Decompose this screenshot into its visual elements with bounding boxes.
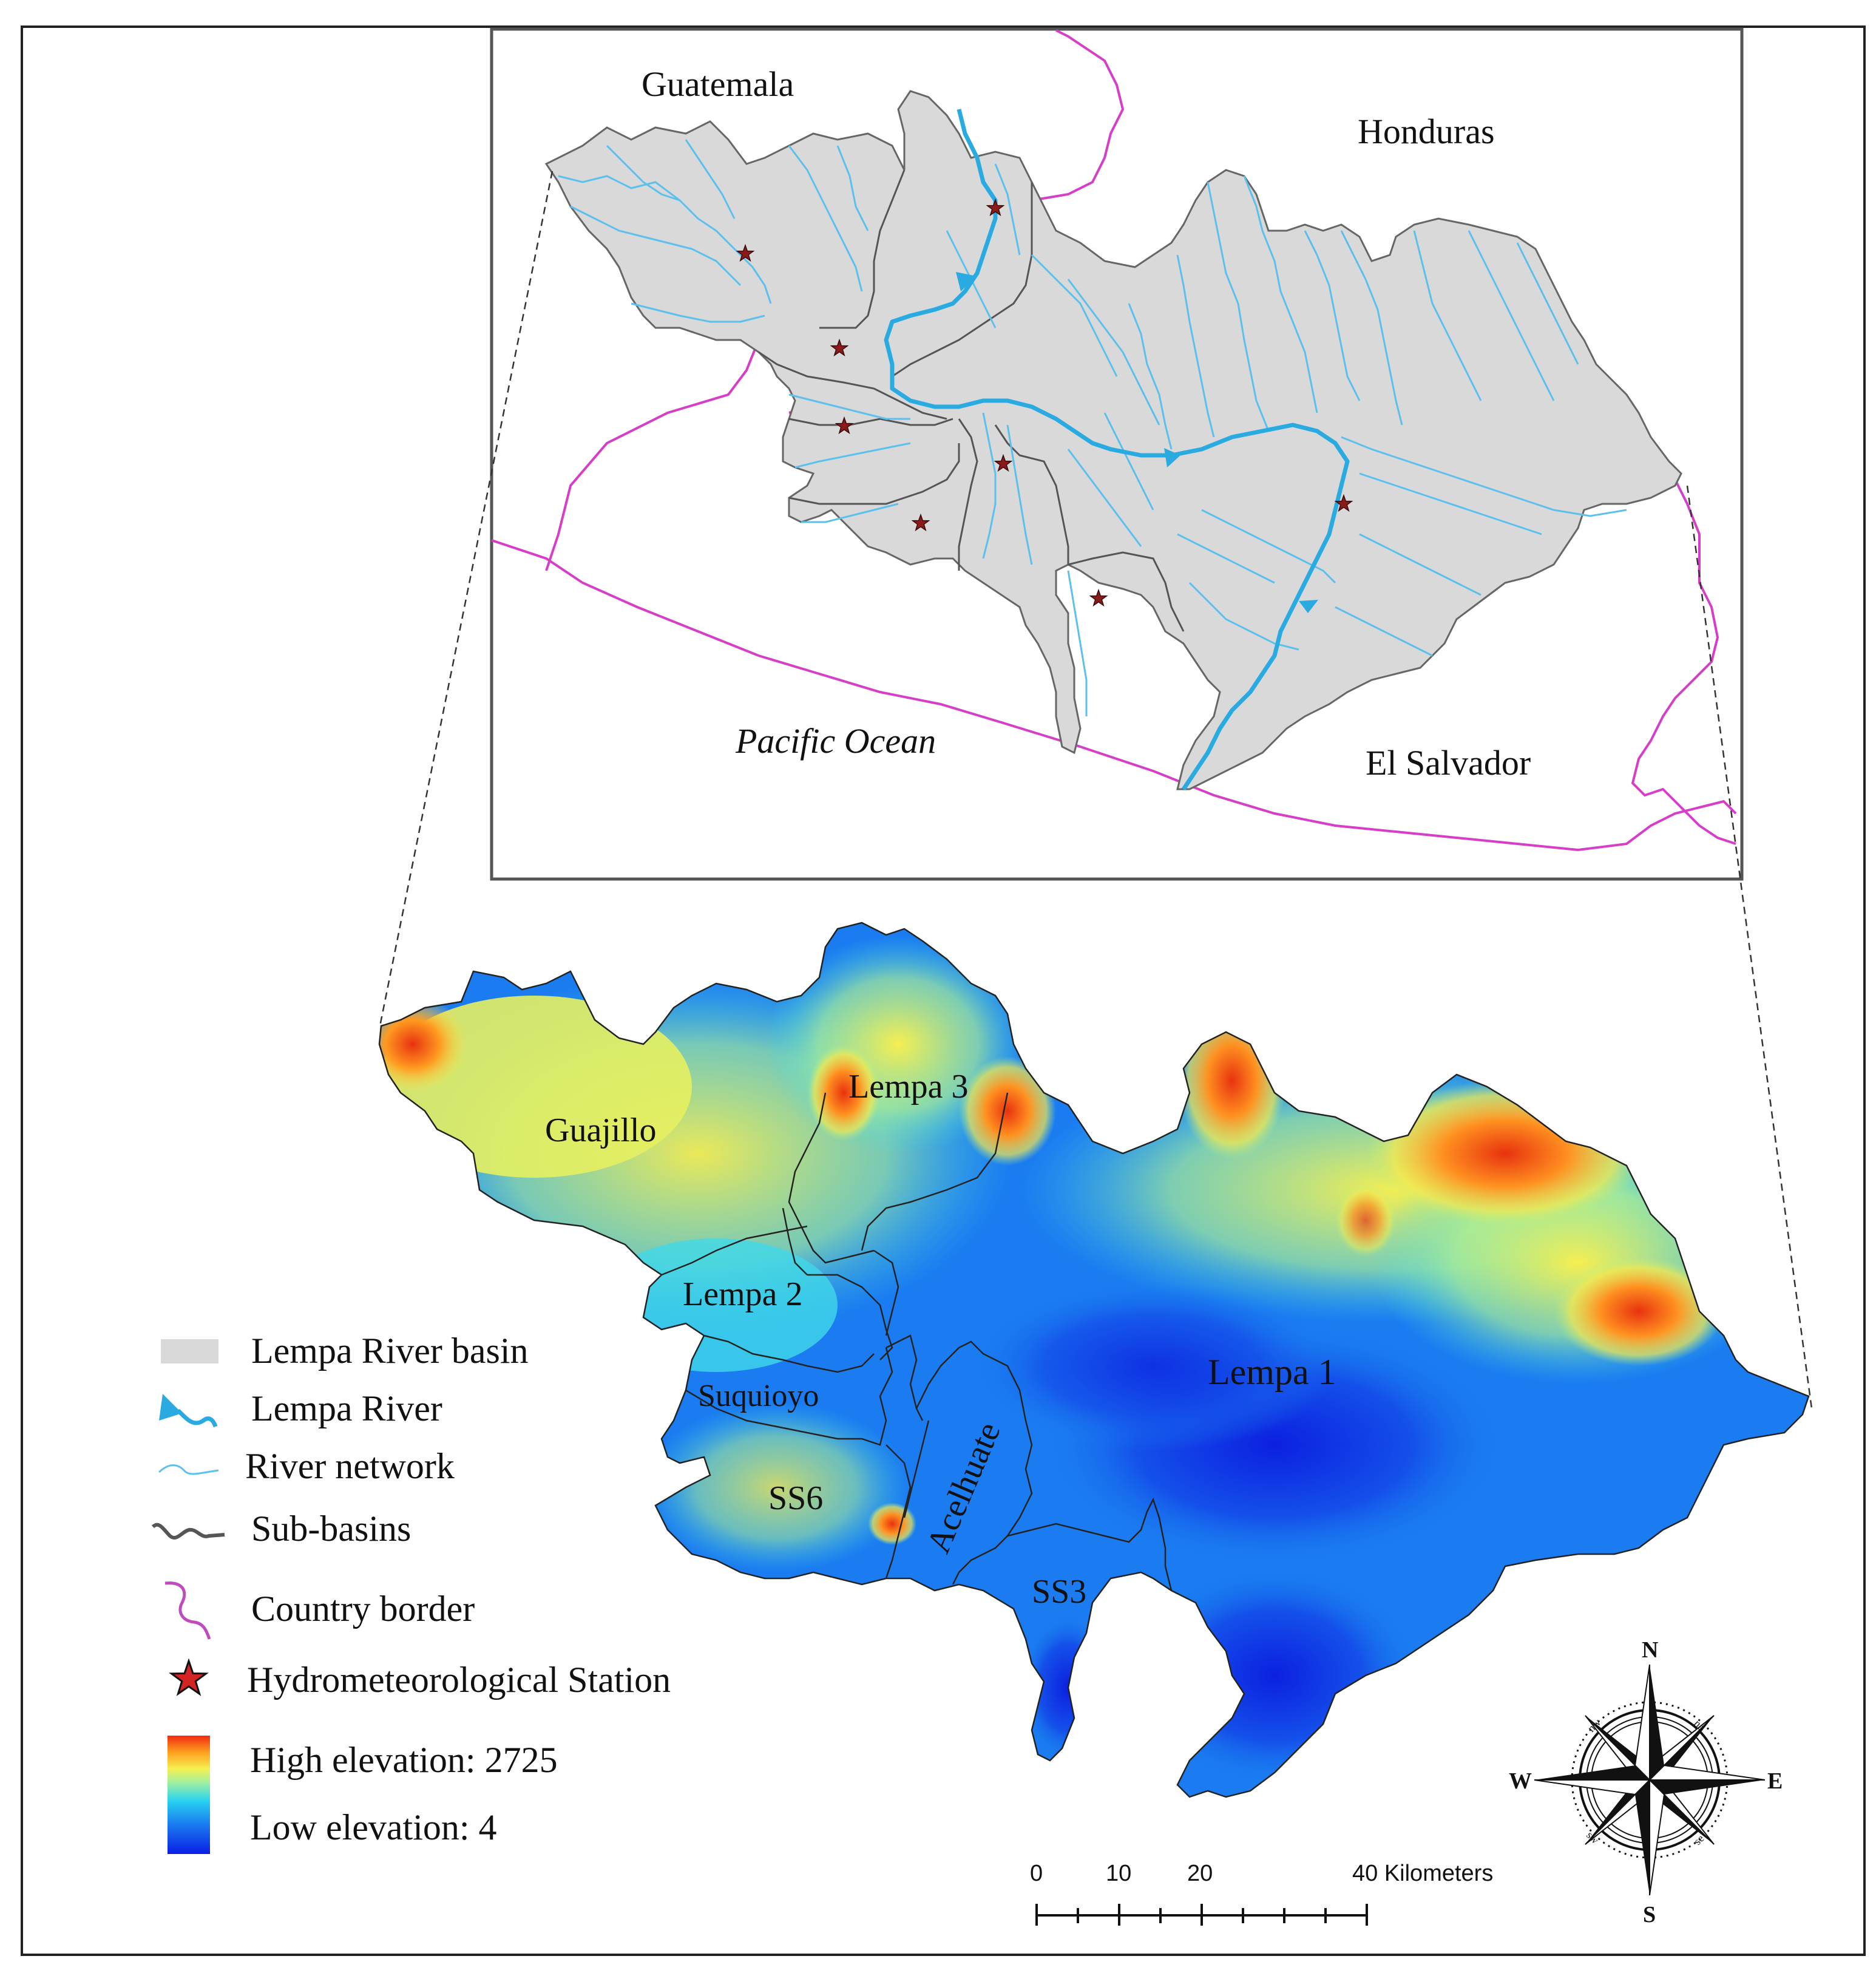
outer-frame (21, 25, 1866, 1956)
station-star-8 (1334, 494, 1353, 512)
subbasin-label-ss3: SS3 (1032, 1573, 1086, 1611)
compass-rose: N S E W nw ne sw se (1509, 1637, 1783, 1927)
legend-river-icon (159, 1394, 218, 1428)
scale-tick-0: 0 (1030, 1861, 1043, 1886)
zoom-lines (379, 171, 1813, 1409)
compass-points-cardinal (1534, 1664, 1766, 1896)
legend-station-label: Hydrometeorological Station (247, 1660, 671, 1700)
lempa-basin-inset (544, 90, 1682, 790)
compass-points-diagonal (1585, 1715, 1715, 1845)
elevation-subbasins (661, 1092, 1173, 1591)
inset-subbasins (758, 169, 1185, 632)
inset-lempa-river (884, 109, 1350, 790)
station-star-4 (835, 416, 854, 435)
label-guatemala: Guatemala (642, 64, 794, 104)
legend-border-label: Country border (251, 1589, 475, 1629)
inset-stations (736, 198, 1353, 607)
legend-basin-swatch (161, 1339, 218, 1363)
river-arrow-2 (1164, 448, 1180, 467)
legend-high-label: High elevation: 2725 (250, 1740, 558, 1780)
subbasin-label-guajillo: Guajillo (545, 1112, 657, 1149)
river-arrow-3 (1299, 600, 1318, 613)
scale-bar: 0 10 20 40 Kilometers (1030, 1861, 1493, 1926)
compass-w: W (1509, 1768, 1532, 1794)
label-el-salvador: El Salvador (1366, 743, 1531, 783)
compass-n: N (1642, 1637, 1658, 1663)
subbasin-label-ss6: SS6 (768, 1479, 823, 1517)
inset-river-network (558, 139, 1627, 716)
legend-elevation-ramp (168, 1736, 210, 1854)
compass-s: S (1643, 1902, 1656, 1927)
subbasin-label-lempa3: Lempa 3 (848, 1068, 968, 1105)
legend-station-icon (169, 1658, 209, 1696)
station-star-3 (830, 338, 849, 357)
legend-river-label: Lempa River (251, 1388, 442, 1428)
station-star-1 (736, 243, 755, 262)
subbasin-label-lempa1: Lempa 1 (1208, 1352, 1336, 1392)
legend-network-icon (158, 1464, 219, 1475)
legend-network-label: River network (245, 1446, 455, 1486)
scale-tick-10: 10 (1106, 1861, 1131, 1886)
station-star-5 (994, 453, 1013, 472)
basin-outline (378, 922, 1810, 1798)
legend: Lempa River basin Lempa River River netw… (151, 1331, 671, 1854)
legend-subbasin-label: Sub-basins (251, 1509, 411, 1549)
label-pacific-ocean: Pacific Ocean (735, 721, 936, 761)
river-arrow-1 (956, 272, 977, 291)
label-honduras: Honduras (1358, 112, 1495, 151)
legend-border-icon (164, 1581, 211, 1640)
subbasin-label-suquioyo: Suquioyo (698, 1379, 819, 1413)
legend-subbasin-icon (151, 1523, 225, 1540)
inset-map: Guatemala Honduras Pacific Ocean El Salv… (490, 27, 1744, 881)
subbasin-label-lempa2: Lempa 2 (683, 1275, 802, 1313)
compass-e: E (1767, 1768, 1783, 1794)
station-star-2 (986, 198, 1005, 217)
station-star-7 (1089, 588, 1108, 607)
station-star-6 (911, 513, 930, 532)
legend-basin-label: Lempa River basin (251, 1331, 529, 1371)
scale-tick-20: 20 (1187, 1861, 1213, 1886)
legend-low-label: Low elevation: 4 (250, 1807, 497, 1847)
scale-tick-40: 40 Kilometers (1352, 1861, 1493, 1886)
